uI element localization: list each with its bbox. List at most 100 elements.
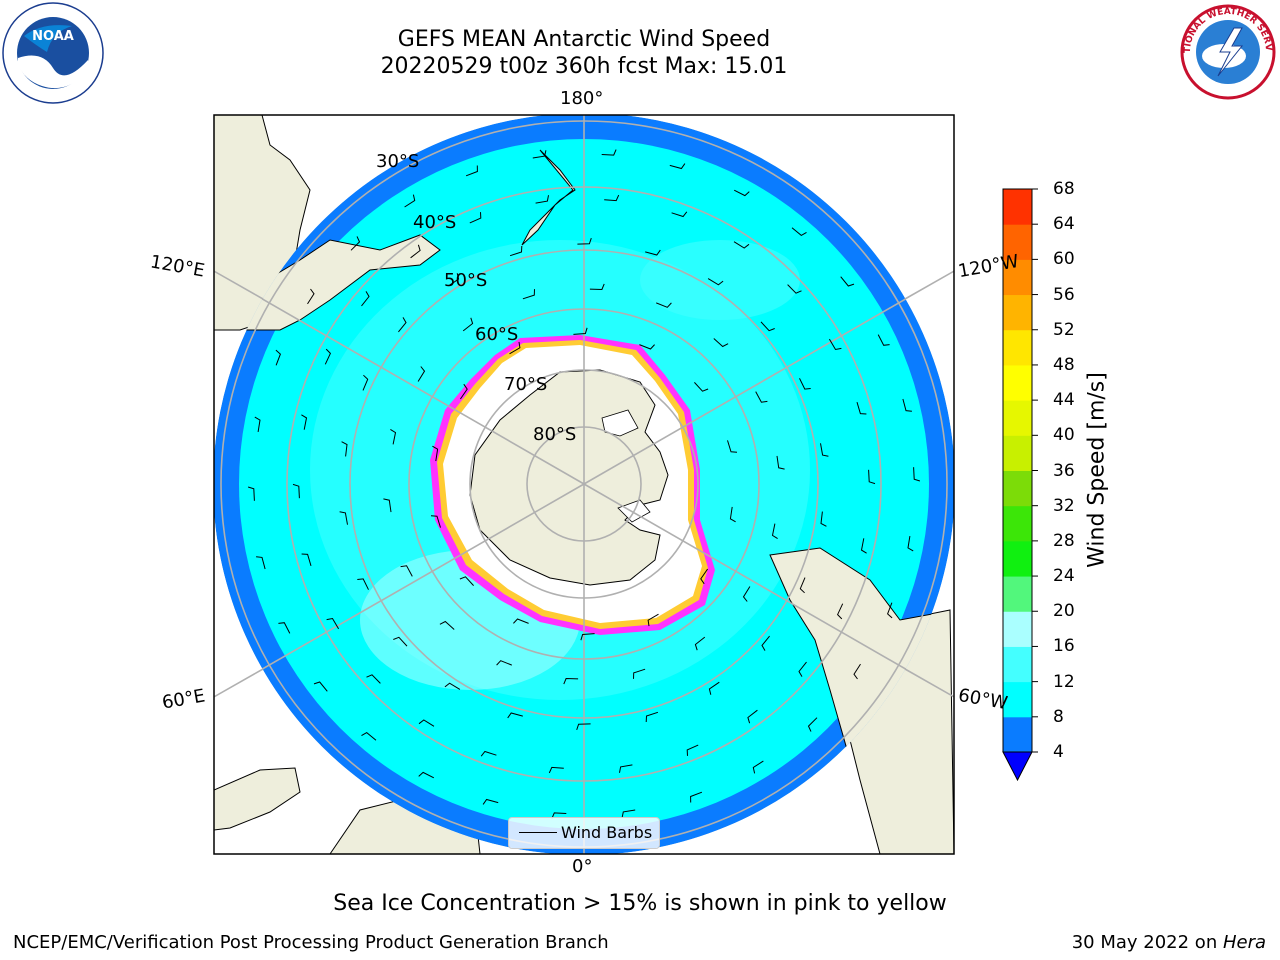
map-title: GEFS MEAN Antarctic Wind Speed: [397, 27, 771, 52]
colorbar-tick-label: 32: [1053, 495, 1075, 516]
wind-barb: [362, 374, 369, 391]
wind-barb: [432, 445, 439, 462]
wind-barb: [690, 791, 703, 803]
wind-barb: [727, 440, 738, 453]
lat-label-80s: 80°S: [533, 424, 577, 445]
wind-barb: [656, 302, 672, 308]
wind-barb: [840, 276, 855, 287]
wind-barb: [254, 416, 261, 432]
wind-barb: [350, 236, 361, 251]
wind-barb: [509, 245, 523, 257]
wind-barb: [760, 321, 775, 332]
wind-barb: [621, 809, 636, 818]
wind-barb: [776, 455, 785, 470]
legend-line: [519, 832, 557, 833]
wind-barb: [535, 195, 549, 204]
colorbar-segment: [1003, 646, 1032, 683]
colorbar-label: Wind Speed [m/s]: [1084, 372, 1110, 568]
wind-barb: [633, 668, 646, 679]
wind-barb: [410, 244, 421, 259]
sea-ice-note-text: Sea Ice Concentration > 15% is shown in …: [333, 891, 947, 916]
wind-barb: [341, 441, 348, 457]
colorbar-segment: [1003, 576, 1032, 612]
colorbar-segment: [1003, 716, 1032, 753]
wind-barb: [563, 677, 579, 685]
colorbar-segment: [1003, 681, 1032, 718]
wind-barb: [828, 338, 842, 351]
wind-barb: [761, 635, 770, 651]
colorbar-segment: [1003, 435, 1032, 471]
wind-barb: [707, 278, 724, 286]
wind-barb: [301, 414, 308, 430]
colorbar-tick-label: 48: [1053, 354, 1075, 375]
wind-barb: [398, 317, 407, 333]
wind-barb: [733, 189, 750, 197]
wind-barb: [256, 556, 266, 570]
wind-barb: [799, 577, 806, 594]
wind-barb: [877, 334, 890, 346]
lat-label-40s: 40°S: [413, 212, 457, 233]
colorbar-segment: [1003, 364, 1032, 401]
wind-barb: [576, 723, 591, 731]
wind-barb: [694, 636, 706, 651]
lon-label-bottom: 0°: [572, 856, 593, 877]
footer-machine: Hera: [1222, 932, 1266, 953]
wind-barb: [430, 515, 441, 528]
lat-label-60s: 60°S: [475, 324, 519, 345]
colorbar-segment: [1003, 400, 1032, 436]
wind-barb: [339, 511, 348, 525]
wind-barb: [292, 483, 300, 499]
colorbar-tick-label: 44: [1053, 390, 1075, 411]
wind-barb: [820, 511, 827, 527]
lat-label-50s: 50°S: [444, 270, 488, 291]
colorbar-tick-label: 56: [1053, 284, 1075, 305]
wind-barb: [755, 391, 768, 403]
wind-barb: [404, 194, 416, 208]
wind-barb: [417, 366, 426, 382]
wind-barb: [459, 576, 474, 586]
colorbar-tick-label: 12: [1053, 671, 1075, 692]
colorbar-tick-label: 52: [1053, 319, 1075, 340]
wind-barb: [671, 211, 688, 218]
wind-barb: [791, 227, 807, 237]
wind-barb: [639, 344, 655, 350]
wind-barb: [462, 317, 474, 332]
wind-barb: [400, 565, 413, 577]
wind-barb: [361, 291, 370, 307]
colorbar-tick-label: 28: [1053, 530, 1075, 551]
wind-barb: [577, 237, 592, 245]
wind-barb: [604, 194, 620, 202]
colorbar-tick-label: 36: [1053, 460, 1075, 481]
wind-barb: [532, 150, 547, 159]
map-subtitle: 20220529 t00z 360h fcst Max: 15.01: [380, 54, 788, 79]
wind-barb: [459, 383, 468, 400]
colorbar-tick-label: 4: [1053, 742, 1064, 762]
lat-label-30s: 30°S: [376, 151, 420, 172]
wind-barb: [907, 536, 914, 552]
wind-barb: [247, 486, 255, 501]
wind-barb: [742, 586, 751, 602]
wind-barb: [390, 428, 397, 445]
wind-barb: [747, 709, 758, 724]
wind-barb: [418, 719, 435, 727]
wind-barb: [326, 617, 340, 630]
wind-barb: [301, 553, 312, 567]
wind-barb: [393, 636, 408, 647]
wind-barb: [853, 663, 861, 680]
map-frame: [213, 114, 955, 855]
colorbar-segment: [1003, 294, 1032, 331]
wind-barb: [807, 717, 818, 732]
footer-left: NCEP/EMC/Verification Post Processing Pr…: [13, 932, 609, 953]
nws-logo-icon: NATIONAL WEATHER SERVICE: [1176, 2, 1276, 100]
wind-barb: [856, 401, 867, 415]
wind-barb: [439, 620, 455, 630]
wind-barb: [771, 523, 778, 540]
colorbar-segment: [1003, 189, 1032, 225]
wind-barb: [799, 378, 811, 390]
wind-barb: [686, 744, 699, 756]
colorbar-extend-triangle: [1002, 751, 1033, 782]
colorbar-tick-label: 68: [1053, 179, 1075, 199]
map-legend: Wind Barbs: [508, 817, 660, 849]
wind-barb: [324, 348, 331, 365]
colorbar-tick-label: 40: [1053, 425, 1075, 446]
